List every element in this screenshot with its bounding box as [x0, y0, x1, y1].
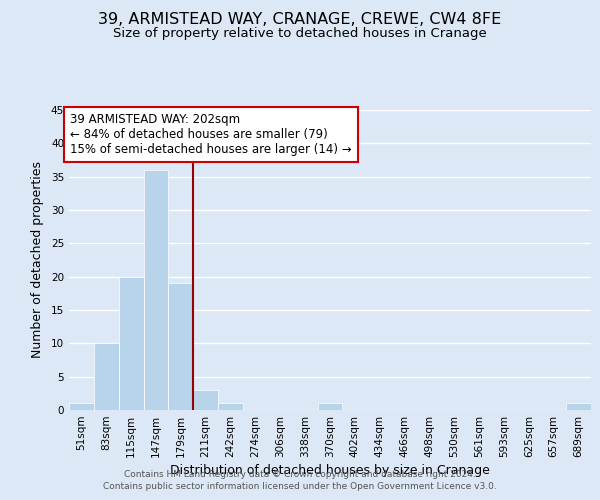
Text: 39 ARMISTEAD WAY: 202sqm
← 84% of detached houses are smaller (79)
15% of semi-d: 39 ARMISTEAD WAY: 202sqm ← 84% of detach…: [70, 114, 352, 156]
Y-axis label: Number of detached properties: Number of detached properties: [31, 162, 44, 358]
Bar: [317, 404, 343, 410]
Text: Contains HM Land Registry data © Crown copyright and database right 2024.: Contains HM Land Registry data © Crown c…: [124, 470, 476, 479]
X-axis label: Distribution of detached houses by size in Cranage: Distribution of detached houses by size …: [170, 464, 490, 477]
Bar: [94, 344, 119, 410]
Bar: [69, 404, 94, 410]
Bar: [119, 276, 143, 410]
Bar: [193, 390, 218, 410]
Bar: [143, 170, 169, 410]
Text: Size of property relative to detached houses in Cranage: Size of property relative to detached ho…: [113, 28, 487, 40]
Bar: [218, 404, 243, 410]
Text: Contains public sector information licensed under the Open Government Licence v3: Contains public sector information licen…: [103, 482, 497, 491]
Bar: [169, 284, 193, 410]
Bar: [566, 404, 591, 410]
Text: 39, ARMISTEAD WAY, CRANAGE, CREWE, CW4 8FE: 39, ARMISTEAD WAY, CRANAGE, CREWE, CW4 8…: [98, 12, 502, 28]
